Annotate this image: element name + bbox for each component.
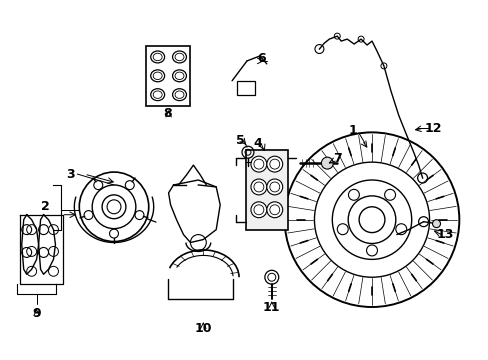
Text: 12: 12 (424, 122, 441, 135)
Text: 9: 9 (32, 307, 41, 320)
Text: 6: 6 (257, 53, 265, 66)
Text: 3: 3 (66, 167, 75, 181)
Text: 7: 7 (332, 152, 341, 165)
Circle shape (266, 202, 282, 218)
Text: 5: 5 (235, 134, 244, 147)
Text: 10: 10 (194, 322, 212, 336)
Circle shape (266, 179, 282, 195)
Circle shape (266, 156, 282, 172)
Circle shape (321, 157, 333, 169)
Text: 1: 1 (348, 124, 357, 137)
Circle shape (250, 156, 266, 172)
Bar (237, 81, 254, 95)
Text: 8: 8 (163, 107, 172, 120)
Circle shape (250, 179, 266, 195)
Text: 11: 11 (263, 301, 280, 314)
Bar (245, 150, 287, 230)
Bar (145, 46, 190, 105)
Text: 2: 2 (41, 200, 50, 213)
Circle shape (432, 220, 440, 228)
Circle shape (250, 202, 266, 218)
Text: 4: 4 (253, 137, 262, 150)
Text: 13: 13 (436, 228, 453, 241)
